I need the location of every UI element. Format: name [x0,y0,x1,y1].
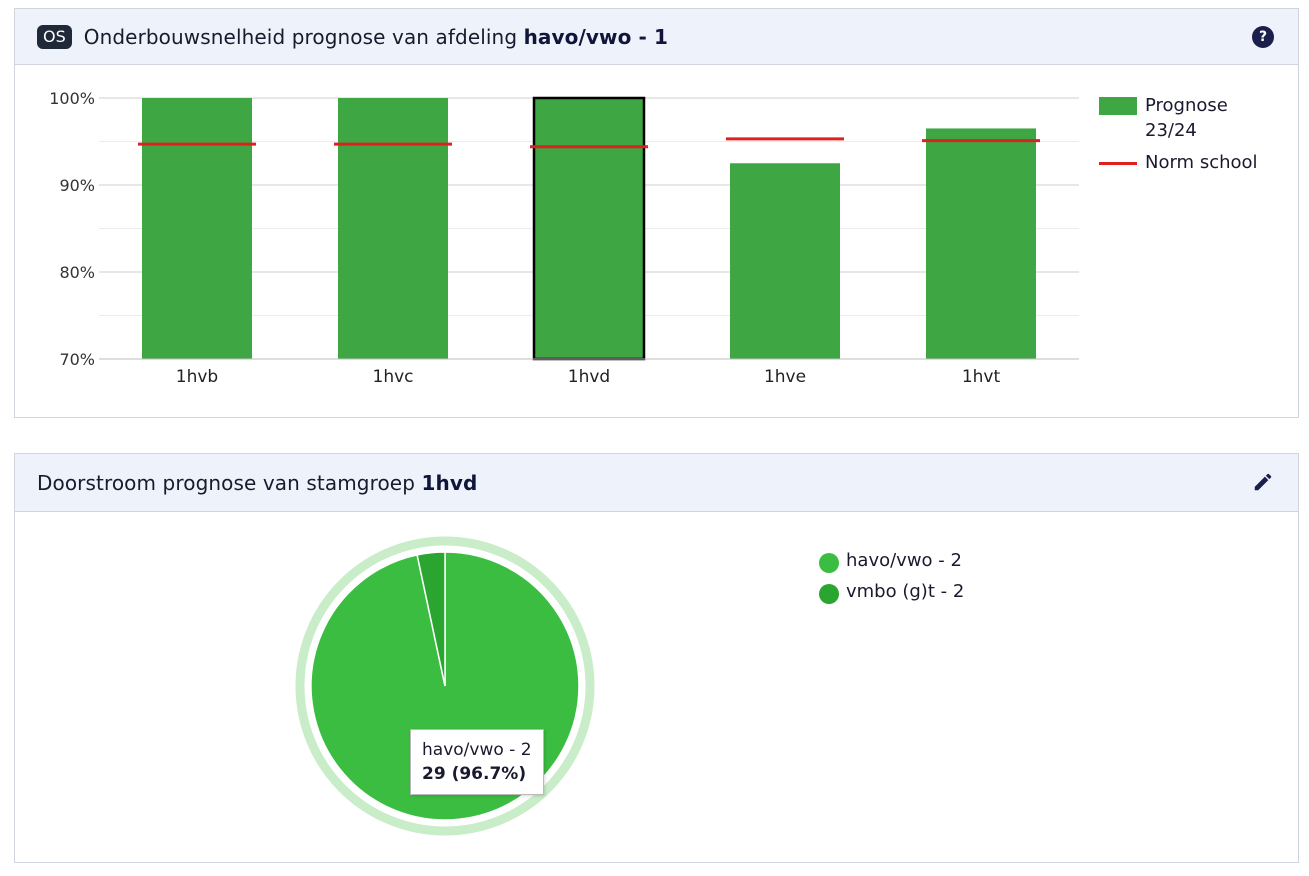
panel-title-prefix: Doorstroom prognose van stamgroep [37,470,422,495]
bar-1hve [730,163,840,359]
pie-chart-svg [295,536,595,836]
panel-header: Doorstroom prognose van stamgroep 1hvd [15,454,1298,512]
x-tick-label: 1hve [764,367,806,387]
pencil-icon[interactable] [1252,471,1274,493]
bar-1hvc [338,98,448,359]
legend-norm-label: Norm school [1145,152,1258,173]
legend-vmbo-label: vmbo (g)t - 2 [846,581,965,602]
y-tick-label: 70% [59,350,95,369]
legend-havo-vwo-label: havo/vwo - 2 [846,550,962,571]
panel-title: Onderbouwsnelheid prognose van afdeling … [84,25,668,49]
x-tick-label: 1hvd [568,367,610,387]
bar-1hvd [532,96,646,361]
y-tick-label: 80% [59,263,95,282]
legend-prognose-label: Prognose [1145,95,1228,116]
legend-prognose-swatch [1099,97,1137,115]
y-tick-label: 90% [59,176,95,195]
doorstroom-panel: Doorstroom prognose van stamgroep 1hvd h… [14,453,1299,863]
legend-prognose-label-line2: 23/24 [1145,120,1197,141]
bar-chart-svg: 70% 80% 90% 100% 1hvb 1hvc 1hvd 1hve 1hvt [49,89,1079,387]
pie-tooltip: havo/vwo - 2 29 (96.7%) [410,729,544,795]
bar-chart: 70% 80% 90% 100% 1hvb 1hvc 1hvd 1hve 1hvt Progno… [15,65,1298,415]
y-tick-label: 100% [49,89,95,108]
tooltip-label: havo/vwo - 2 [422,740,532,760]
legend-norm-swatch [1099,162,1137,165]
onderbouwsnelheid-panel: OS Onderbouwsnelheid prognose van afdeli… [14,8,1299,418]
panel-title-stamgroep: 1hvd [421,470,478,495]
panel-title-prefix: Onderbouwsnelheid prognose van afdeling [83,24,524,49]
bar-1hvt [926,128,1036,359]
os-badge: OS [37,24,72,49]
x-tick-label: 1hvc [373,367,414,387]
panel-header: OS Onderbouwsnelheid prognose van afdeli… [15,9,1298,65]
panel-title: Doorstroom prognose van stamgroep 1hvd [37,471,477,495]
x-tick-label: 1hvt [962,367,1001,387]
bar-1hvb [142,98,252,359]
x-tick-label: 1hvb [176,367,218,387]
pie-hover-halo [295,536,595,836]
panel-title-department: havo/vwo - 1 [523,24,668,49]
legend-vmbo-dot [819,584,839,604]
tooltip-value: 29 (96.7%) [422,764,527,784]
legend-havo-vwo-dot [819,553,839,573]
pie-chart: havo/vwo - 2 vmbo (g)t - 2 havo/vwo - 2 … [15,512,1298,860]
pie-slice-2 [416,551,446,687]
question-circle-icon[interactable]: ? [1252,26,1274,48]
